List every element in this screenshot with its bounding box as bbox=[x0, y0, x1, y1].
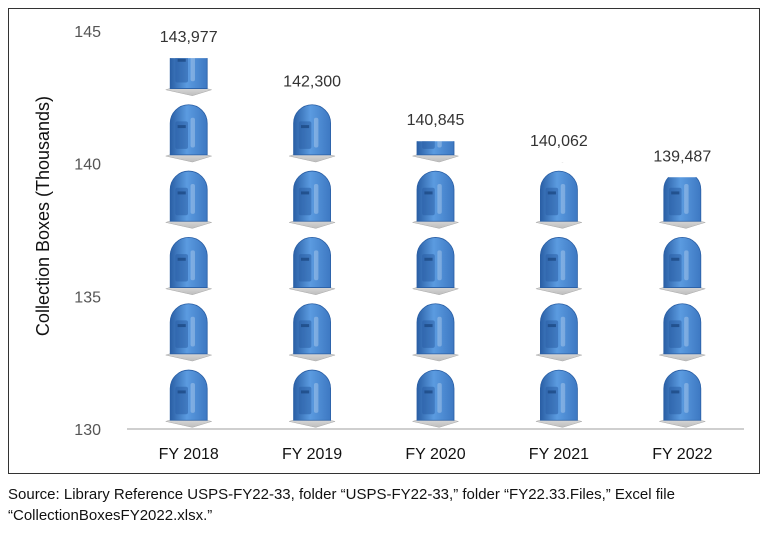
y-axis-title: Collection Boxes (Thousands) bbox=[33, 96, 53, 336]
bar-mailbox-stack bbox=[658, 177, 707, 428]
data-label: 140,845 bbox=[407, 112, 465, 129]
bar-mailbox-stack bbox=[164, 58, 213, 428]
y-tick-label: 130 bbox=[74, 422, 101, 439]
collection-boxes-chart: 130 135 140 145 FY 2018 FY 2019 FY 2020 FY 2021… bbox=[33, 24, 744, 463]
chart-frame: 130 135 140 145 FY 2018 FY 2019 FY 2020 FY 2021… bbox=[8, 8, 760, 474]
x-tick-label: FY 2022 bbox=[652, 446, 712, 463]
y-tick-label: 145 bbox=[74, 24, 101, 41]
y-tick-label: 135 bbox=[74, 289, 101, 306]
x-tick-label: FY 2021 bbox=[529, 446, 589, 463]
source-note-line-2: “CollectionBoxesFY2022.xlsx.” bbox=[8, 507, 213, 524]
data-label: 139,487 bbox=[653, 148, 711, 165]
source-note-line-1: Source: Library Reference USPS-FY22-33, … bbox=[8, 486, 675, 503]
data-label: 142,300 bbox=[283, 74, 341, 91]
bar-mailbox-stack bbox=[411, 141, 460, 428]
bar-mailbox-stack bbox=[288, 104, 337, 428]
y-tick-label: 140 bbox=[74, 157, 101, 174]
x-tick-label: FY 2019 bbox=[282, 446, 342, 463]
data-label: 140,062 bbox=[530, 133, 588, 150]
x-tick-label: FY 2020 bbox=[405, 446, 465, 463]
bar-mailbox-stack bbox=[534, 162, 583, 428]
source-note: Source: Library Reference USPS-FY22-33, … bbox=[8, 484, 768, 526]
x-tick-label: FY 2018 bbox=[159, 446, 219, 463]
data-label: 143,977 bbox=[160, 29, 218, 46]
